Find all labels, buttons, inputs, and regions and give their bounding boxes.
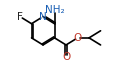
Text: NH₂: NH₂ <box>45 5 64 15</box>
Text: F: F <box>17 12 23 22</box>
Text: O: O <box>73 33 82 43</box>
Text: N: N <box>39 12 47 22</box>
Text: O: O <box>62 52 70 62</box>
